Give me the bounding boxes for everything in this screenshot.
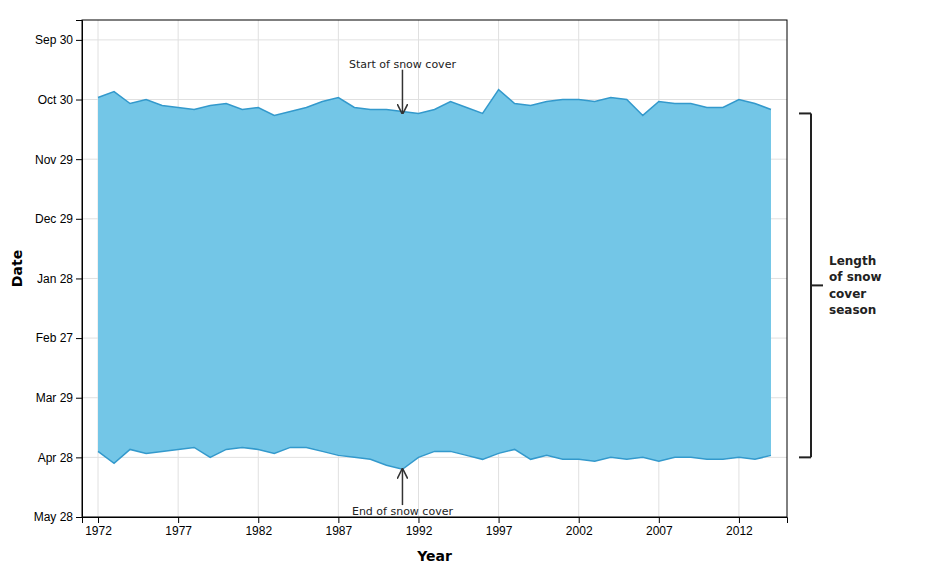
y-tick-mark [76,100,82,101]
x-tick-label: 1982 [245,524,272,538]
plot-area: 1972 1977 1982 1987 1992 1997 2002 2007 2012 Sep … [34,20,882,538]
season-area [98,90,771,470]
y-tick-mark [76,219,82,220]
x-axis-line [83,518,788,524]
annotation-arrow [402,469,404,505]
y-tick-label: Feb 27 [36,331,74,345]
x-tick-label: 2007 [646,524,673,538]
x-tick-mark [258,517,259,523]
chart: 1972 1977 1982 1987 1992 1997 2002 2007 2012 Sep … [0,0,927,575]
y-tick: Jan 28 [37,272,82,286]
bracket-label-line: season [829,303,876,317]
y-tick-label: Mar 29 [36,391,74,405]
y-tick-mark [76,457,82,458]
x-tick: 2012 [726,517,753,538]
y-tick-mark [76,338,82,339]
grid-line-y [82,39,787,40]
x-tick-label: 1987 [326,524,353,538]
y-tick-mark [76,398,82,399]
series-line [98,90,771,116]
y-axis: Sep 30 Oct 30 Nov 29 Dec 29 Jan 28 Feb 27 Mar … [34,21,83,525]
annotations: Start of snow cover End of snow cover Leng… [349,58,882,518]
bracket-middle [811,284,823,286]
x-tick-label: 1977 [165,524,192,538]
bracket-top [799,112,811,114]
y-tick-mark [76,517,82,518]
y-tick-label: Nov 29 [35,153,73,167]
x-tick-mark [739,517,740,523]
x-tick-label: 1992 [406,524,433,538]
y-tick: May 28 [34,510,82,524]
x-axis-title: Year [416,548,452,564]
grid-line-y [82,99,787,100]
x-tick-mark [659,517,660,523]
bracket-label-line: Length [829,254,876,268]
x-tick: 1982 [245,517,272,538]
y-axis-line [76,21,83,518]
x-tick: 1987 [326,517,353,538]
y-tick: Sep 30 [35,33,82,47]
bracket-label: Length of snow cover season [829,254,882,317]
x-tick-mark [579,517,580,523]
season-bracket [799,113,823,457]
y-tick-label: Jan 28 [37,272,73,286]
y-tick-label: Sep 30 [35,33,73,47]
annotation-label: End of snow cover [352,505,453,518]
x-tick: 1992 [406,517,433,538]
x-tick: 1972 [85,517,112,538]
y-tick-mark [76,159,82,160]
y-tick: Apr 28 [38,451,82,465]
x-tick: 1997 [486,517,513,538]
y-tick-mark [76,278,82,279]
annotation-label: Start of snow cover [349,58,456,71]
y-axis-title: Date [9,250,25,287]
series-line [98,447,771,469]
x-tick-mark [178,517,179,523]
annotation-arrow [402,70,404,114]
y-tick-label: Dec 29 [35,212,73,226]
y-tick-label: Apr 28 [38,451,74,465]
grid [82,20,787,517]
x-tick-label: 1997 [486,524,513,538]
x-tick-mark [98,517,99,523]
x-tick-label: 1972 [85,524,112,538]
x-tick: 2002 [566,517,593,538]
marks [98,90,771,470]
y-tick: Mar 29 [36,391,82,405]
x-axis: 1972 1977 1982 1987 1992 1997 2002 2007 2012 [83,517,788,538]
bracket-bottom [799,456,811,458]
x-tick-mark [338,517,339,523]
y-tick-mark [76,40,82,41]
x-tick-mark [499,517,500,523]
y-tick: Feb 27 [36,331,82,345]
y-tick: Dec 29 [35,212,82,226]
x-tick: 2007 [646,517,673,538]
x-tick-label: 2012 [726,524,753,538]
x-tick-label: 2002 [566,524,593,538]
bracket-label-line: of snow [829,270,882,284]
plot-frame [82,20,787,517]
y-tick-label: May 28 [34,510,74,524]
y-tick-label: Oct 30 [38,93,74,107]
bracket-label-line: cover [829,287,866,301]
y-tick: Oct 30 [38,93,82,107]
x-tick: 1977 [165,517,192,538]
y-tick: Nov 29 [35,153,82,167]
